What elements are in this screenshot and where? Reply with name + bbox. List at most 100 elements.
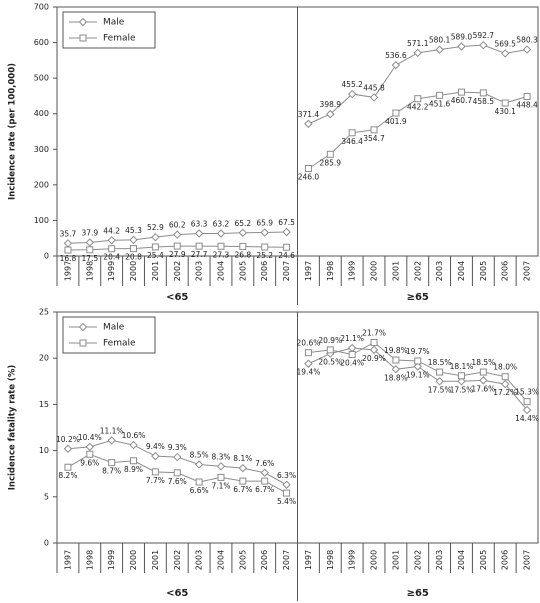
data-label: 21.7% xyxy=(362,328,386,337)
x-tick-label: 2006 xyxy=(501,550,510,570)
marker-square xyxy=(64,463,72,471)
x-tick-label: 2000 xyxy=(129,550,138,570)
group-label: <65 xyxy=(166,588,188,599)
marker-diamond xyxy=(260,228,269,237)
legend-box xyxy=(62,316,156,354)
group-label: ≥65 xyxy=(407,588,429,599)
x-tick-label: 2005 xyxy=(479,261,488,281)
data-label: 18.5% xyxy=(428,358,452,367)
marker-square xyxy=(348,129,356,137)
marker-square xyxy=(283,489,291,497)
data-label: 20.8 xyxy=(125,253,142,262)
group-label: <65 xyxy=(166,292,188,303)
legend-marker xyxy=(78,17,88,27)
y-tick-label: 400 xyxy=(34,109,49,118)
group-label: ≥65 xyxy=(407,292,429,303)
y-tick-label: 100 xyxy=(34,216,49,225)
data-label: 398.9 xyxy=(320,100,342,109)
data-label: 19.4% xyxy=(297,368,321,377)
marker-diamond xyxy=(238,228,248,238)
data-label: 37.9 xyxy=(81,229,98,238)
marker-diamond xyxy=(413,48,422,58)
data-label: 6.7% xyxy=(233,485,252,494)
marker-diamond xyxy=(435,377,444,386)
data-label: 26.8 xyxy=(234,250,251,259)
marker-diamond xyxy=(85,442,95,452)
data-label: 18.5% xyxy=(471,358,495,367)
data-label: 569.5 xyxy=(494,39,516,48)
marker-square xyxy=(151,468,159,476)
marker-diamond xyxy=(457,377,466,386)
marker-diamond xyxy=(457,42,466,51)
marker-square xyxy=(392,356,400,364)
data-label: 20.6% xyxy=(297,339,321,348)
x-tick-label: 1998 xyxy=(326,550,335,570)
legend-label: Male xyxy=(103,18,125,28)
data-label: 19.8% xyxy=(384,346,408,355)
x-tick-label: 2006 xyxy=(501,261,510,281)
marker-square xyxy=(501,99,509,107)
data-label: 5.4% xyxy=(277,497,296,506)
data-label: 65.2 xyxy=(234,219,251,228)
marker-diamond xyxy=(347,89,357,99)
data-label: 6.7% xyxy=(255,485,274,494)
x-tick-label: 1997 xyxy=(304,261,313,281)
marker-diamond xyxy=(238,463,248,473)
marker-diamond xyxy=(194,229,204,238)
marker-diamond xyxy=(500,379,510,389)
y-tick-label: 300 xyxy=(34,145,49,154)
data-label: 18.1% xyxy=(450,362,474,371)
marker-diamond xyxy=(479,376,488,385)
data-label: 14.4% xyxy=(515,414,539,423)
marker-diamond xyxy=(522,405,532,415)
marker-square xyxy=(195,478,203,486)
x-tick-label: 2003 xyxy=(195,550,204,570)
legend-box xyxy=(62,11,156,49)
x-tick-label: 2004 xyxy=(457,261,466,281)
data-label: 455.2 xyxy=(341,80,363,89)
data-label: 65.9 xyxy=(256,219,273,228)
marker-diamond xyxy=(216,229,226,238)
data-label: 19.1% xyxy=(406,371,430,380)
data-label: 17.2% xyxy=(493,388,517,397)
x-tick-label: 2007 xyxy=(523,550,532,570)
data-label: 7.6% xyxy=(168,477,187,486)
data-label: 7.7% xyxy=(146,476,165,485)
y-tick-label: 600 xyxy=(34,38,49,47)
data-label: 536.6 xyxy=(385,51,407,60)
x-tick-label: 2000 xyxy=(370,261,379,281)
marker-diamond xyxy=(63,444,73,453)
marker-diamond xyxy=(369,345,379,355)
legend-marker xyxy=(78,322,88,332)
data-label: 20.9% xyxy=(318,336,342,345)
x-tick-label: 2002 xyxy=(413,261,422,281)
data-label: 285.9 xyxy=(320,158,342,167)
marker-diamond xyxy=(435,45,444,54)
data-label: 18.0% xyxy=(493,363,517,372)
data-label: 67.5 xyxy=(278,218,295,227)
marker-square xyxy=(217,473,225,481)
marker-square xyxy=(130,245,138,253)
marker-diamond xyxy=(282,227,291,237)
marker-diamond xyxy=(282,480,291,489)
data-label: 45.3 xyxy=(125,226,142,235)
marker-square xyxy=(261,243,269,251)
marker-diamond xyxy=(413,362,422,371)
data-label: 17.5% xyxy=(428,385,452,394)
x-tick-label: 2007 xyxy=(523,261,532,281)
data-label: 16.8 xyxy=(60,254,77,263)
x-tick-label: 1998 xyxy=(85,261,94,281)
data-label: 18.8% xyxy=(384,373,408,382)
x-tick-label: 2005 xyxy=(238,550,247,570)
marker-square xyxy=(304,349,312,357)
data-label: 580.3 xyxy=(516,36,538,45)
data-label: 21.1% xyxy=(340,334,364,343)
x-tick-label: 2007 xyxy=(282,550,291,570)
marker-diamond xyxy=(391,365,401,374)
data-label: 11.1% xyxy=(100,426,124,435)
data-label: 442.2 xyxy=(407,103,429,112)
data-label: 346.4 xyxy=(341,137,363,146)
marker-square xyxy=(326,150,334,158)
data-label: 8.2% xyxy=(58,471,77,480)
